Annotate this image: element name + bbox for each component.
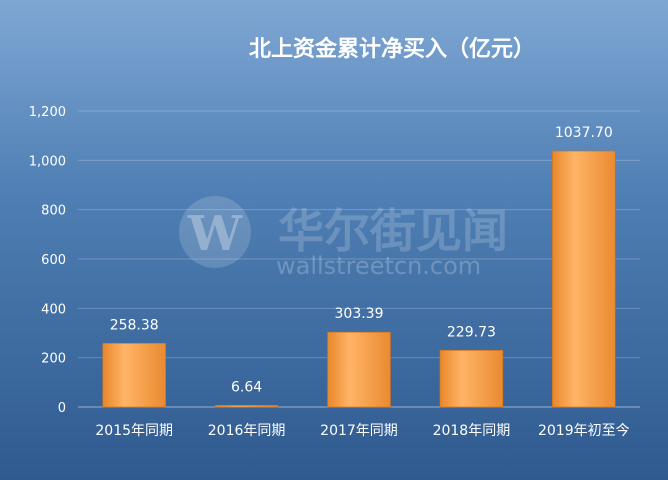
watermark-text-cn: 华尔街见闻 (278, 204, 508, 258)
watermark-text-en: wallstreetcn.com (276, 252, 481, 280)
value-labels: 258.38 6.64 303.39 229.73 1037.70 (110, 125, 613, 395)
watermark: W 华尔街见闻 wallstreetcn.com (179, 196, 508, 280)
bar (214, 405, 279, 408)
data-label: 303.39 (335, 306, 384, 322)
x-tick-label: 2019年初至今 (538, 422, 630, 439)
watermark-logo-letter: W (187, 206, 243, 262)
y-tick-label: 800 (41, 204, 66, 219)
y-tick-label: 1,200 (29, 105, 66, 120)
bars (102, 150, 616, 408)
bar (327, 331, 391, 408)
y-tick-label: 1,000 (29, 154, 66, 169)
x-tick-label: 2018年同期 (433, 423, 511, 439)
chart-title: 北上资金累计净买入（亿元） (249, 36, 535, 62)
x-axis-categories: 2015年同期 2016年同期 2017年同期 2018年同期 2019年初至今 (95, 422, 629, 439)
data-label: 258.38 (110, 317, 159, 333)
y-axis-ticks: 0 200 400 600 800 1,000 1,200 (29, 105, 66, 416)
y-tick-label: 600 (41, 253, 66, 268)
data-label: 229.73 (447, 324, 496, 340)
y-tick-label: 400 (41, 302, 66, 317)
x-tick-label: 2015年同期 (95, 423, 173, 439)
bar (102, 342, 166, 408)
data-label: 1037.70 (555, 125, 613, 141)
data-label: 6.64 (231, 379, 262, 395)
y-tick-label: 0 (58, 401, 66, 416)
bar (552, 150, 616, 408)
x-tick-label: 2017年同期 (320, 423, 398, 439)
x-tick-label: 2016年同期 (208, 423, 286, 439)
y-tick-label: 200 (41, 352, 66, 367)
watermark-logo-icon (179, 196, 251, 268)
bar (439, 350, 504, 408)
